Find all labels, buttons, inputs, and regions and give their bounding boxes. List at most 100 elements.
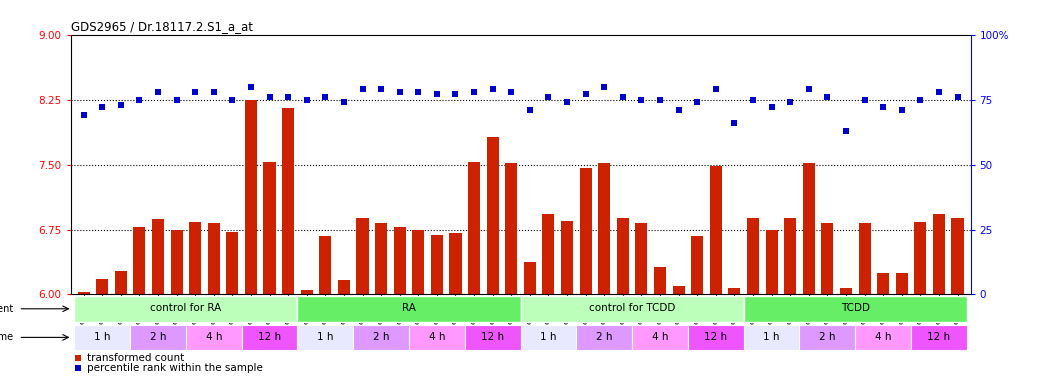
- Point: [447, 91, 464, 98]
- Bar: [208, 223, 220, 295]
- Point: [76, 112, 92, 118]
- Bar: [78, 292, 89, 295]
- Bar: [858, 223, 871, 295]
- Point: [335, 99, 352, 105]
- Point: [429, 91, 445, 98]
- Bar: [654, 267, 666, 295]
- Point: [262, 94, 278, 100]
- Bar: [133, 227, 145, 295]
- Point: [931, 89, 948, 95]
- Bar: [75, 296, 298, 322]
- Bar: [468, 162, 481, 295]
- Point: [280, 94, 297, 100]
- Bar: [799, 324, 855, 350]
- Point: [782, 99, 798, 105]
- Bar: [375, 223, 387, 295]
- Text: 4 h: 4 h: [429, 332, 445, 342]
- Point: [93, 104, 110, 111]
- Text: 4 h: 4 h: [652, 332, 668, 342]
- Bar: [632, 324, 688, 350]
- Bar: [933, 214, 945, 295]
- Bar: [282, 108, 294, 295]
- Bar: [186, 324, 242, 350]
- Point: [70, 365, 86, 371]
- Bar: [952, 218, 963, 295]
- Point: [856, 96, 873, 103]
- Text: 12 h: 12 h: [258, 332, 281, 342]
- Text: time: time: [0, 333, 13, 343]
- Text: 12 h: 12 h: [927, 332, 951, 342]
- Bar: [431, 235, 443, 295]
- Point: [912, 96, 929, 103]
- Point: [763, 104, 780, 111]
- Point: [949, 94, 965, 100]
- Bar: [576, 324, 632, 350]
- Bar: [617, 218, 629, 295]
- Text: TCDD: TCDD: [841, 303, 870, 313]
- Bar: [729, 288, 740, 295]
- Text: 1 h: 1 h: [317, 332, 333, 342]
- Bar: [353, 324, 409, 350]
- Point: [243, 83, 260, 89]
- Text: 2 h: 2 h: [819, 332, 836, 342]
- Point: [391, 89, 408, 95]
- Text: percentile rank within the sample: percentile rank within the sample: [87, 363, 263, 373]
- Text: control for TCDD: control for TCDD: [589, 303, 676, 313]
- Bar: [821, 223, 834, 295]
- Point: [112, 102, 129, 108]
- Point: [485, 86, 501, 92]
- Bar: [264, 162, 275, 295]
- Text: control for RA: control for RA: [151, 303, 221, 313]
- Point: [744, 96, 761, 103]
- Point: [596, 83, 612, 89]
- Point: [354, 86, 371, 92]
- Text: 12 h: 12 h: [704, 332, 728, 342]
- Point: [503, 89, 520, 95]
- Point: [466, 89, 483, 95]
- Bar: [465, 324, 521, 350]
- Text: 2 h: 2 h: [596, 332, 612, 342]
- Bar: [412, 230, 425, 295]
- Point: [168, 96, 185, 103]
- Bar: [524, 262, 536, 295]
- Bar: [561, 221, 573, 295]
- Point: [875, 104, 892, 111]
- Bar: [710, 166, 721, 295]
- Point: [708, 86, 725, 92]
- Point: [633, 96, 650, 103]
- Bar: [673, 286, 685, 295]
- Point: [689, 99, 706, 105]
- Bar: [743, 296, 966, 322]
- Bar: [635, 223, 648, 295]
- Text: GDS2965 / Dr.18117.2.S1_a_at: GDS2965 / Dr.18117.2.S1_a_at: [71, 20, 252, 33]
- Bar: [97, 279, 108, 295]
- Point: [558, 99, 575, 105]
- Bar: [152, 219, 164, 295]
- Point: [652, 96, 668, 103]
- Point: [819, 94, 836, 100]
- Text: 12 h: 12 h: [481, 332, 504, 342]
- Bar: [298, 324, 353, 350]
- Bar: [170, 230, 183, 295]
- Bar: [855, 324, 911, 350]
- Bar: [688, 324, 743, 350]
- Bar: [226, 232, 239, 295]
- Point: [727, 120, 743, 126]
- Point: [540, 94, 556, 100]
- Point: [298, 96, 315, 103]
- Bar: [245, 99, 257, 295]
- Point: [838, 127, 854, 134]
- Bar: [521, 324, 576, 350]
- Point: [149, 89, 166, 95]
- Point: [206, 89, 222, 95]
- Bar: [914, 222, 926, 295]
- Bar: [766, 230, 777, 295]
- Point: [614, 94, 631, 100]
- Point: [70, 354, 86, 361]
- Text: RA: RA: [402, 303, 416, 313]
- Bar: [75, 324, 130, 350]
- Bar: [543, 214, 554, 295]
- Bar: [130, 324, 186, 350]
- Bar: [802, 163, 815, 295]
- Bar: [691, 235, 703, 295]
